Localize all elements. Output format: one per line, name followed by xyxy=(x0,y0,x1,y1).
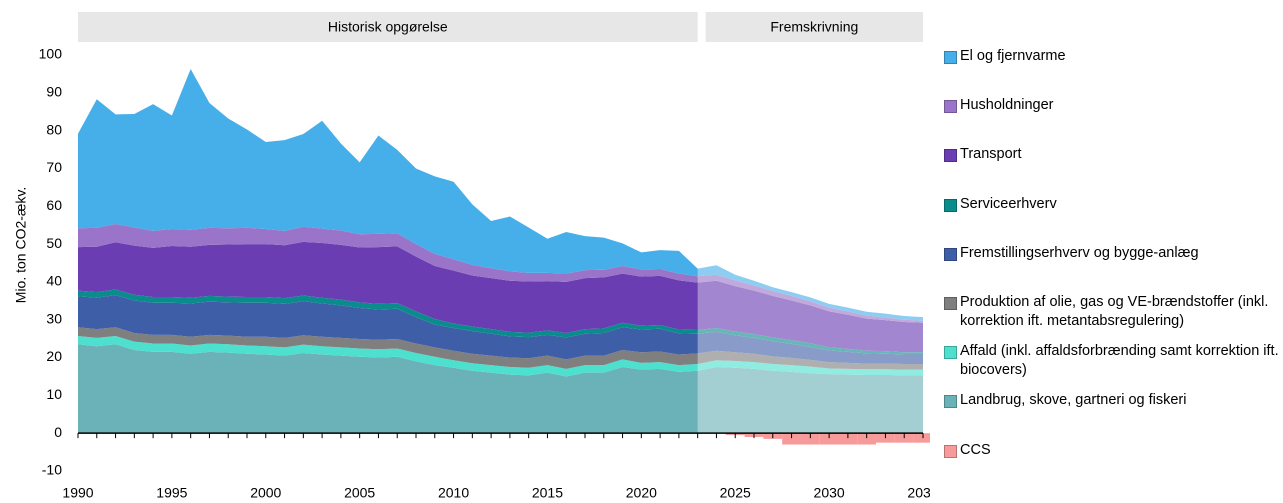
y-tick-label: 60 xyxy=(46,197,62,213)
legend-swatch xyxy=(944,149,957,163)
period-label: Fremskrivning xyxy=(770,19,858,35)
area xyxy=(78,241,923,353)
legend-swatch xyxy=(944,297,957,310)
legend-label: Husholdninger xyxy=(960,97,1054,114)
y-tick-label: 30 xyxy=(46,310,62,326)
legend-item: CCS xyxy=(944,441,991,460)
y-tick-label: -10 xyxy=(42,462,62,478)
forecast-shade xyxy=(697,50,923,434)
y-tick-label: 70 xyxy=(46,159,62,175)
y-tick-label: 10 xyxy=(46,386,62,402)
legend-label: Produktion af olie, gas og VE-brændstoff… xyxy=(960,294,1269,329)
ccs-bar xyxy=(857,433,877,445)
x-tick-label: 2025 xyxy=(720,485,751,501)
legend-label: CCS xyxy=(960,441,991,458)
area xyxy=(78,224,923,323)
x-tick-label: 2020 xyxy=(626,485,657,501)
legend-label: Affald (inkl. affaldsforbrænding samt ko… xyxy=(960,343,1279,379)
area xyxy=(78,335,923,377)
legend-swatch xyxy=(944,51,957,64)
y-tick-label: 90 xyxy=(46,84,62,100)
ccs-bar xyxy=(913,433,933,443)
area xyxy=(78,344,923,434)
ccs-bar xyxy=(800,433,820,445)
legend-item: Affald (inkl. affaldsforbrænding samt ko… xyxy=(944,342,1279,380)
ccs-bar xyxy=(782,433,801,445)
legend-item: Fremstillingserhverv og bygge-anlæg xyxy=(944,244,1199,263)
x-tick-label: 2000 xyxy=(250,485,281,501)
legend-label: Transport xyxy=(960,146,1022,163)
legend-label: Serviceerhverv xyxy=(960,195,1057,212)
legend-label: Fremstillingserhverv og bygge-anlæg xyxy=(960,244,1199,261)
legend-label: Landbrug, skove, gartneri og fiskeri xyxy=(960,392,1187,409)
y-tick-label: 20 xyxy=(46,348,62,364)
legend-item: Produktion af olie, gas og VE-brændstoff… xyxy=(944,293,1279,331)
area xyxy=(78,327,923,370)
ccs-bar xyxy=(819,433,839,445)
ccs-bar xyxy=(838,433,858,445)
legend-swatch xyxy=(944,395,957,409)
period-label: Historisk opgørelse xyxy=(328,19,448,35)
x-tick-label: 2005 xyxy=(344,485,375,501)
legend-swatch xyxy=(944,198,957,212)
y-tick-label: 0 xyxy=(54,424,62,440)
x-tick-label: 2030 xyxy=(814,485,845,501)
legend-swatch xyxy=(944,444,957,458)
y-tick-label: 100 xyxy=(39,46,63,62)
legend-swatch xyxy=(944,247,957,261)
legend-item: Serviceerhverv xyxy=(944,195,1057,214)
x-tick-label: 1990 xyxy=(62,485,93,501)
legend-item: Landbrug, skove, gartneri og fiskeri xyxy=(944,391,1187,410)
legend-item: El og fjernvarme xyxy=(944,47,1066,66)
x-tick-label: 2015 xyxy=(532,485,563,501)
legend-swatch xyxy=(944,100,957,114)
legend-swatch xyxy=(944,346,957,360)
area xyxy=(78,68,923,321)
x-tick-label: 2010 xyxy=(438,485,469,501)
y-tick-label: 80 xyxy=(46,121,62,137)
chart: Mio. ton CO2-ækv. Historisk opgørelse Fre… xyxy=(13,12,939,501)
legend-item: Transport xyxy=(944,145,1022,164)
period-band xyxy=(78,12,698,42)
period-band xyxy=(705,12,923,42)
x-tick-label: 1995 xyxy=(156,485,187,501)
y-axis-label: Mio. ton CO2-ækv. xyxy=(13,187,29,303)
y-tick-label: 40 xyxy=(46,273,62,289)
area xyxy=(78,295,923,364)
x-tick-label: 2035 xyxy=(907,485,930,501)
legend-label: El og fjernvarme xyxy=(960,48,1066,64)
legend-item: Husholdninger xyxy=(944,96,1054,115)
y-tick-label: 50 xyxy=(46,235,62,251)
